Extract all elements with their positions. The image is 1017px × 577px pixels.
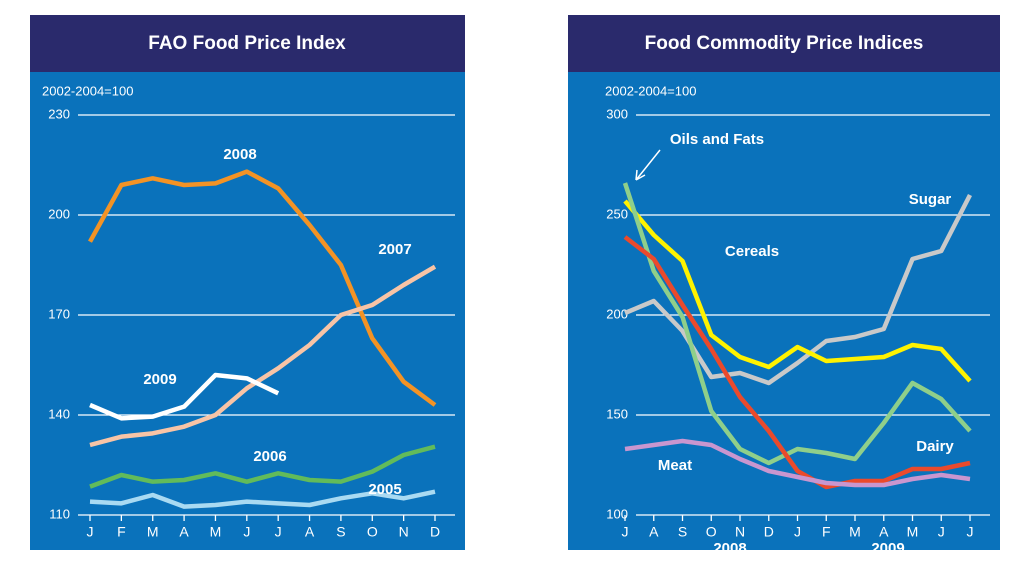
series-label: Sugar — [909, 191, 952, 208]
y-tick-label: 200 — [48, 206, 70, 221]
series-line — [622, 182, 972, 466]
x-tick-label: M — [147, 524, 159, 540]
series-line — [89, 372, 280, 421]
x-tick-label: J — [967, 524, 974, 540]
x-tick-label: A — [179, 524, 189, 540]
x-tick-label: O — [367, 524, 378, 540]
series-label: 2007 — [378, 241, 411, 258]
y-axis-unit: 2002-2004=100 — [605, 83, 696, 98]
series-line — [89, 489, 436, 509]
chart-title: Food Commodity Price Indices — [645, 33, 924, 54]
year-label: 2008 — [713, 540, 746, 557]
y-tick-label: 110 — [49, 506, 70, 521]
series-line — [88, 169, 437, 407]
x-tick-label: S — [336, 524, 345, 540]
x-tick-label: D — [430, 524, 440, 540]
y-tick-label: 300 — [606, 106, 628, 121]
chart-title: FAO Food Price Index — [148, 33, 346, 54]
panel-header — [30, 15, 465, 72]
series-line — [89, 444, 436, 489]
series-label: 2008 — [223, 146, 256, 163]
series-label: 2006 — [253, 448, 286, 465]
x-tick-label: F — [117, 524, 126, 540]
x-tick-label: N — [735, 524, 745, 540]
x-tick-label: J — [87, 524, 94, 540]
series-line — [89, 264, 437, 448]
series-line — [624, 438, 971, 488]
x-tick-label: J — [938, 524, 945, 540]
series-label: Cereals — [725, 243, 779, 260]
series-label: 2005 — [368, 481, 401, 498]
series-label: Oils and Fats — [670, 131, 764, 148]
x-tick-label: J — [243, 524, 250, 540]
x-tick-label: O — [706, 524, 717, 540]
y-axis-unit: 2002-2004=100 — [42, 83, 133, 98]
x-tick-label: J — [622, 524, 629, 540]
series-line — [623, 235, 971, 490]
x-tick-label: A — [649, 524, 659, 540]
x-tick-label: M — [849, 524, 861, 540]
y-tick-label: 150 — [606, 406, 628, 421]
y-tick-label: 250 — [606, 206, 628, 221]
panel-header — [568, 15, 1000, 72]
y-tick-label: 170 — [48, 306, 70, 321]
x-tick-label: M — [210, 524, 222, 540]
annotation-arrow — [635, 149, 661, 181]
y-tick-label: 140 — [48, 406, 70, 421]
year-label: 2009 — [871, 540, 904, 557]
y-tick-label: 200 — [606, 306, 628, 321]
series-line — [624, 193, 973, 386]
x-tick-label: A — [879, 524, 889, 540]
x-tick-label: M — [907, 524, 919, 540]
y-tick-label: 230 — [48, 106, 70, 121]
x-tick-label: J — [275, 524, 282, 540]
series-label: 2009 — [143, 371, 176, 388]
panel — [568, 15, 1000, 550]
series-label: Dairy — [916, 438, 954, 455]
x-tick-label: N — [399, 524, 409, 540]
x-tick-label: S — [678, 524, 687, 540]
x-tick-label: J — [794, 524, 801, 540]
x-tick-label: A — [305, 524, 315, 540]
x-tick-label: D — [764, 524, 774, 540]
series-line — [623, 199, 972, 383]
series-label: Meat — [658, 457, 692, 474]
x-tick-label: F — [822, 524, 831, 540]
y-tick-label: 100 — [606, 506, 628, 521]
